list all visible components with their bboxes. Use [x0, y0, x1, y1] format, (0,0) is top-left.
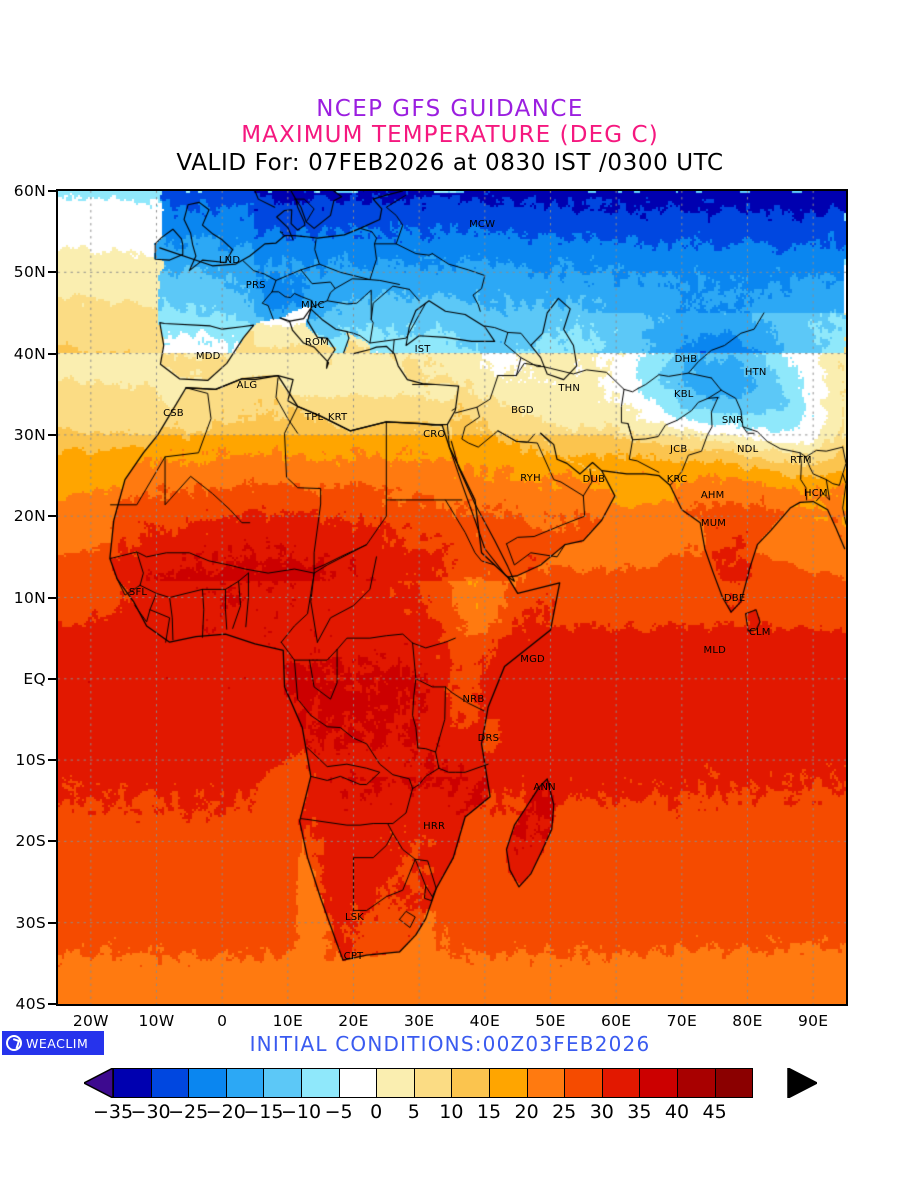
colorbar-tick-label: 10 — [439, 1101, 464, 1123]
colorbar-tick-label: 5 — [407, 1101, 420, 1123]
weaclim-logo[interactable]: WEACLIM — [2, 1031, 104, 1055]
y-tick-mark — [48, 921, 56, 924]
map-frame[interactable]: MCW LND PRS MNC ROM IST MDD ALG CSB TPL KRT CRO THN B… — [56, 189, 848, 1006]
x-tick-label: 10E — [272, 1012, 304, 1030]
colorbar-tick-label: 35 — [627, 1101, 652, 1123]
colorbar-over-arrow-icon — [787, 1068, 817, 1098]
x-tick-label: 30E — [403, 1012, 435, 1030]
y-tick-mark — [48, 840, 56, 843]
colorbar-tick-label: −15 — [243, 1101, 284, 1123]
initial-conditions-label: INITIAL CONDITIONS:00Z03FEB2026 — [249, 1032, 651, 1056]
colorbar-tick-label: −5 — [324, 1101, 353, 1123]
colorbar-tick-label: 25 — [552, 1101, 577, 1123]
title-line-variable: MAXIMUM TEMPERATURE (DEG C) — [241, 122, 659, 148]
x-axis-longitude: 20W 10W 0 10E 20E 30E 40E 50E 60E 70E 80E 90E — [56, 1008, 848, 1038]
y-tick-mark — [48, 515, 56, 518]
y-tick-label: 30S — [15, 913, 46, 932]
colorbar-tick-label: −30 — [130, 1101, 171, 1123]
colorbar-tick-label: 40 — [664, 1101, 690, 1123]
x-tick-label: 50E — [535, 1012, 566, 1030]
colorbar-swatch — [300, 1068, 340, 1098]
map-plot-area[interactable]: MCW LND PRS MNC ROM IST MDD ALG CSB TPL KRT CRO THN B… — [56, 189, 848, 1006]
colorbar-swatch — [601, 1068, 641, 1098]
colorbar-swatch — [714, 1068, 754, 1098]
weaclim-circle-icon — [6, 1035, 22, 1051]
colorbar-tick-label: −35 — [92, 1101, 134, 1123]
colorbar-swatch — [113, 1068, 152, 1098]
colorbar-swatch — [526, 1068, 566, 1098]
x-tick-label: 20E — [338, 1012, 369, 1030]
y-tick-label: 40S — [15, 995, 46, 1013]
colorbar-tick-label: 30 — [589, 1101, 614, 1123]
colorbar-swatch — [225, 1068, 265, 1098]
x-tick-label: 60E — [600, 1012, 632, 1030]
x-tick-label: 10W — [138, 1012, 175, 1030]
colorbar-swatch — [188, 1068, 227, 1098]
colorbar-swatch — [263, 1068, 302, 1098]
x-tick-label: 20W — [72, 1012, 109, 1030]
colorbar-tick-label: −20 — [205, 1101, 246, 1123]
temperature-heatmap — [58, 191, 846, 1004]
colorbar-under-arrow-icon — [84, 1068, 114, 1098]
y-tick-label: 30N — [13, 425, 46, 444]
y-tick-label: 40N — [13, 344, 46, 363]
y-tick-mark — [48, 759, 56, 762]
colorbar-swatch — [338, 1068, 378, 1098]
y-tick-label: 10S — [15, 751, 46, 770]
colorbar-tick-label: 15 — [476, 1101, 502, 1123]
chart-title-block: NCEP GFS GUIDANCE MAXIMUM TEMPERATURE (D… — [0, 96, 900, 178]
title-line-valid-time: VALID For: 07FEB2026 at 0830 IST /0300 U… — [176, 150, 724, 176]
colorbar-swatch — [451, 1068, 490, 1098]
colorbar-tick-label: −10 — [280, 1101, 322, 1123]
y-tick-label: 60N — [13, 182, 46, 200]
colorbar-swatch — [564, 1068, 603, 1098]
colorbar-tick-label: 20 — [514, 1101, 539, 1123]
weaclim-logo-label: WEACLIM — [26, 1035, 89, 1051]
colorbar-tick-label: 0 — [370, 1101, 383, 1123]
colorbar-tick-labels: −35 −30 −25 −20 −15 −10 −5 0 5 10 15 20 25 30 35 40 45 — [0, 1101, 900, 1125]
x-tick-label: 80E — [732, 1012, 763, 1030]
colorbar: −35 −30 −25 −20 −15 −10 −5 0 5 10 15 20 25 30 35 40 45 — [0, 1063, 900, 1123]
x-tick-label: 70E — [666, 1012, 698, 1030]
colorbar-swatch — [376, 1068, 415, 1098]
colorbar-swatch — [639, 1068, 678, 1098]
y-tick-mark — [48, 596, 56, 599]
y-tick-label: 50N — [13, 263, 46, 282]
y-tick-mark — [48, 190, 56, 192]
x-tick-label: 40E — [469, 1012, 501, 1030]
colorbar-swatch — [488, 1068, 528, 1098]
y-tick-mark — [48, 433, 56, 436]
colorbar-swatch — [676, 1068, 716, 1098]
y-tick-mark — [48, 271, 56, 274]
y-tick-mark — [48, 677, 56, 680]
y-tick-label: 20S — [15, 832, 46, 851]
title-line-guidance: NCEP GFS GUIDANCE — [316, 96, 584, 122]
x-tick-label: 90E — [797, 1012, 829, 1030]
y-tick-label: 20N — [13, 507, 46, 526]
y-axis-latitude: 60N 50N 40N 30N 20N 10N EQ 10S 20S 30S 40S — [0, 182, 56, 1013]
x-tick-label: 0 — [217, 1012, 228, 1030]
colorbar-swatches — [113, 1068, 754, 1098]
y-tick-mark — [48, 352, 56, 355]
colorbar-tick-label: −25 — [168, 1101, 209, 1123]
colorbar-swatch — [150, 1068, 190, 1098]
y-tick-mark — [48, 1003, 56, 1005]
colorbar-tick-label: 45 — [702, 1101, 727, 1123]
y-tick-label: 10N — [13, 588, 46, 607]
colorbar-swatch — [413, 1068, 453, 1098]
y-tick-label: EQ — [23, 669, 46, 688]
